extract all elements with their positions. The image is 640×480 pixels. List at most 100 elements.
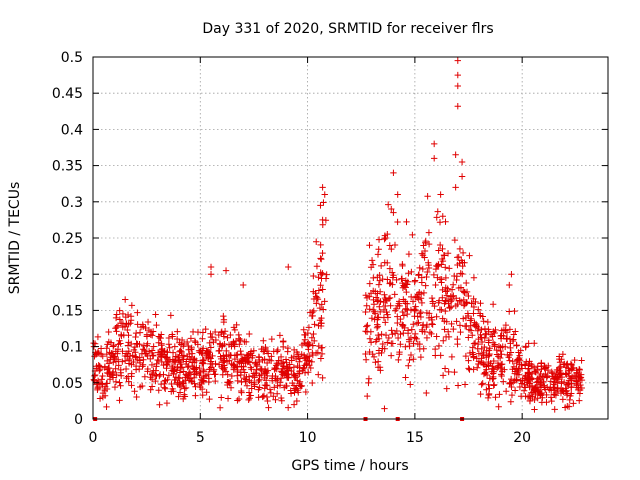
data-point bbox=[176, 389, 184, 396]
data-point bbox=[113, 311, 120, 318]
data-point bbox=[144, 318, 152, 326]
data-point bbox=[274, 361, 282, 368]
data-point bbox=[459, 249, 467, 257]
data-point bbox=[95, 350, 103, 357]
data-point bbox=[410, 321, 417, 328]
data-point bbox=[257, 365, 264, 373]
data-point bbox=[136, 359, 144, 367]
data-point bbox=[481, 343, 488, 351]
data-point bbox=[187, 335, 195, 342]
data-point bbox=[385, 334, 393, 342]
data-point bbox=[389, 331, 396, 338]
data-point bbox=[433, 214, 440, 221]
data-point bbox=[222, 267, 230, 274]
data-point bbox=[277, 375, 285, 382]
data-point bbox=[203, 389, 210, 396]
data-point bbox=[515, 355, 523, 362]
data-point bbox=[99, 389, 107, 397]
data-point bbox=[460, 296, 467, 304]
data-point bbox=[175, 393, 182, 400]
data-point bbox=[124, 373, 132, 380]
data-point bbox=[575, 384, 582, 392]
data-point bbox=[220, 352, 227, 359]
data-point bbox=[488, 368, 495, 375]
data-point bbox=[112, 378, 120, 385]
data-point bbox=[366, 305, 373, 313]
data-point bbox=[219, 359, 227, 366]
data-point bbox=[200, 366, 207, 374]
data-point bbox=[430, 140, 438, 148]
data-point bbox=[101, 363, 109, 370]
data-point bbox=[478, 326, 485, 333]
data-point bbox=[103, 345, 110, 352]
data-point bbox=[376, 303, 383, 310]
data-point bbox=[227, 331, 234, 339]
data-point bbox=[133, 393, 140, 401]
data-point bbox=[522, 343, 530, 350]
data-point bbox=[125, 348, 133, 355]
data-point bbox=[475, 350, 483, 357]
data-point bbox=[170, 370, 177, 378]
data-point bbox=[374, 358, 382, 365]
data-point bbox=[439, 286, 446, 294]
data-point bbox=[559, 351, 567, 358]
data-point bbox=[416, 345, 423, 353]
data-point bbox=[193, 364, 200, 371]
data-point bbox=[158, 340, 165, 347]
data-point bbox=[90, 339, 97, 347]
data-point bbox=[438, 279, 445, 286]
data-point bbox=[534, 395, 541, 402]
data-point bbox=[445, 368, 452, 376]
data-point bbox=[460, 302, 468, 309]
data-point bbox=[127, 320, 134, 327]
data-point bbox=[131, 388, 138, 395]
data-point bbox=[454, 82, 461, 90]
data-point bbox=[362, 350, 369, 358]
data-point bbox=[119, 310, 127, 318]
data-point bbox=[174, 379, 181, 387]
data-point bbox=[319, 216, 326, 224]
data-point bbox=[262, 345, 269, 353]
data-point bbox=[150, 343, 157, 350]
data-point bbox=[95, 362, 103, 370]
data-point bbox=[495, 403, 502, 410]
data-point bbox=[426, 310, 433, 317]
data-point bbox=[256, 376, 263, 383]
data-point bbox=[317, 281, 324, 289]
data-point bbox=[399, 262, 406, 270]
data-point bbox=[479, 380, 486, 387]
data-point bbox=[268, 335, 276, 343]
data-point bbox=[316, 304, 324, 312]
data-point bbox=[225, 379, 232, 386]
data-point bbox=[375, 281, 383, 288]
data-point bbox=[282, 356, 290, 363]
data-point bbox=[115, 362, 122, 369]
data-point bbox=[305, 369, 312, 376]
data-point bbox=[511, 307, 518, 315]
data-point bbox=[388, 245, 395, 253]
data-point bbox=[502, 321, 510, 329]
data-point bbox=[153, 321, 160, 329]
data-point bbox=[471, 339, 479, 347]
data-point bbox=[454, 261, 461, 269]
data-point bbox=[220, 312, 227, 320]
data-point bbox=[480, 370, 488, 378]
data-point bbox=[480, 317, 487, 325]
data-point bbox=[513, 359, 520, 367]
data-point bbox=[281, 384, 288, 391]
data-point bbox=[173, 335, 181, 343]
data-point bbox=[507, 344, 514, 352]
data-point bbox=[124, 353, 131, 360]
data-point bbox=[552, 371, 560, 378]
data-point bbox=[506, 335, 514, 343]
data-point bbox=[516, 383, 524, 391]
data-point bbox=[462, 352, 470, 360]
data-point bbox=[442, 333, 450, 341]
data-point bbox=[489, 301, 497, 308]
data-point bbox=[459, 288, 467, 295]
data-point bbox=[318, 350, 326, 358]
data-point bbox=[449, 281, 457, 288]
data-point bbox=[440, 251, 448, 259]
data-point bbox=[496, 391, 503, 398]
data-point bbox=[277, 394, 285, 402]
